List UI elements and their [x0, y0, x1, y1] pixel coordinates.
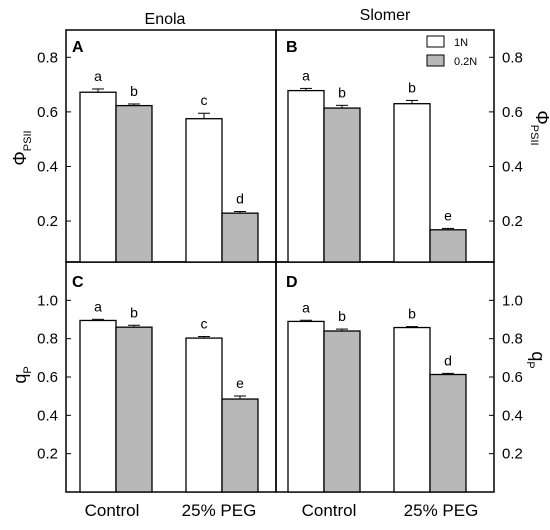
legend: 1N 0.2N — [426, 35, 477, 68]
legend-swatch-0-2n — [426, 54, 445, 67]
bar-c-0-2n-0 — [115, 326, 153, 493]
bar-c-1n-1 — [185, 337, 223, 493]
category-label-control-left: Control — [85, 501, 140, 520]
y-axis-title-right-top: ΦPSII — [528, 110, 550, 145]
bar-c-1n-0 — [79, 319, 117, 493]
panel-letter-d: D — [286, 274, 298, 291]
significance-letter-a-2: c — [201, 92, 208, 108]
y-tick-label-c-2: 0.6 — [37, 369, 58, 386]
ylabel-phi-sub: PSII — [528, 125, 540, 146]
bar-a-1n-0 — [79, 91, 117, 263]
significance-letter-d-1: b — [338, 308, 346, 324]
significance-letter-b-1: b — [338, 84, 346, 100]
y-tick-label-c-1: 0.4 — [37, 407, 58, 424]
bar-a-0-2n-0 — [115, 104, 153, 263]
category-label-peg-right: 25% PEG — [404, 501, 479, 520]
significance-letter-c-1: b — [130, 304, 138, 320]
significance-letter-a-0: a — [94, 68, 102, 84]
bar-b-1n-1 — [393, 103, 431, 263]
ylabel-phi-sub: PSII — [22, 130, 34, 151]
ylabel-q-sub: P — [524, 361, 536, 368]
y-tick-label-c-3: 0.8 — [37, 331, 58, 348]
ylabel-q-sub: P — [22, 366, 34, 373]
chart-marks: 0.2 0.4 0.6 0.8 a b c d 0.2 0.4 0.6 0.8 a b b e 0.2 0.4 0.… — [37, 49, 523, 493]
y-tick-label-d-0: 0.2 — [502, 446, 523, 463]
significance-letter-a-3: d — [236, 191, 244, 207]
bar-d-0-2n-0 — [323, 330, 361, 493]
bar-d-0-2n-1 — [429, 373, 467, 493]
significance-letter-c-3: e — [236, 375, 244, 391]
svg-text:qP: qP — [10, 366, 34, 383]
y-tick-label-a-3: 0.8 — [37, 49, 58, 66]
y-axis-title-right-bottom: qP — [524, 351, 548, 368]
panel-letter-b: B — [286, 39, 298, 56]
category-label-peg-left: 25% PEG — [182, 501, 257, 520]
ylabel-q: q — [528, 351, 548, 361]
panel-letter-a: A — [72, 39, 84, 56]
y-tick-label-d-4: 1.0 — [502, 292, 523, 309]
svg-text:qP: qP — [524, 351, 548, 368]
category-label-control-right: Control — [302, 501, 357, 520]
significance-letter-c-2: c — [201, 316, 208, 332]
significance-letter-b-2: b — [408, 79, 416, 95]
y-tick-label-d-1: 0.4 — [502, 407, 523, 424]
bar-d-1n-1 — [393, 326, 431, 493]
legend-label-0-2n: 0.2N — [454, 56, 477, 68]
bar-a-0-2n-1 — [221, 212, 259, 263]
significance-letter-b-0: a — [302, 67, 310, 83]
bar-c-0-2n-1 — [221, 398, 259, 493]
y-tick-label-c-4: 1.0 — [37, 292, 58, 309]
significance-letter-a-1: b — [130, 83, 138, 99]
svg-text:ΦPSII: ΦPSII — [10, 130, 34, 165]
column-title-enola: Enola — [145, 11, 186, 28]
ylabel-phi: Φ — [532, 110, 550, 124]
significance-letter-d-3: d — [444, 352, 452, 368]
significance-letter-d-2: b — [408, 306, 416, 322]
bar-b-0-2n-1 — [429, 229, 467, 263]
y-tick-label-b-3: 0.8 — [502, 49, 523, 66]
bar-a-1n-1 — [185, 118, 223, 263]
legend-label-1n: 1N — [454, 37, 468, 49]
panel-letter-c: C — [72, 274, 84, 291]
significance-letter-b-3: e — [444, 207, 452, 223]
y-tick-label-d-2: 0.6 — [502, 369, 523, 386]
y-tick-label-b-2: 0.6 — [502, 104, 523, 121]
y-tick-label-d-3: 0.8 — [502, 331, 523, 348]
y-axis-title-left-top: ΦPSII — [10, 130, 34, 165]
significance-letter-c-0: a — [94, 298, 102, 314]
svg-text:ΦPSII: ΦPSII — [528, 110, 550, 145]
bar-b-1n-0 — [287, 89, 325, 263]
y-tick-label-b-0: 0.2 — [502, 213, 523, 230]
bar-b-0-2n-0 — [323, 107, 361, 263]
legend-swatch-1n — [426, 35, 445, 48]
significance-letter-d-0: a — [302, 299, 310, 315]
y-tick-label-a-1: 0.4 — [37, 158, 58, 175]
y-tick-label-a-2: 0.6 — [37, 104, 58, 121]
bar-d-1n-0 — [287, 320, 325, 493]
y-tick-label-a-0: 0.2 — [37, 213, 58, 230]
y-tick-label-c-0: 0.2 — [37, 446, 58, 463]
ylabel-q: q — [10, 374, 30, 384]
ylabel-phi: Φ — [10, 151, 30, 165]
y-tick-label-b-1: 0.4 — [502, 158, 523, 175]
y-axis-title-left-bottom: qP — [10, 366, 34, 383]
column-title-slomer: Slomer — [360, 7, 411, 24]
